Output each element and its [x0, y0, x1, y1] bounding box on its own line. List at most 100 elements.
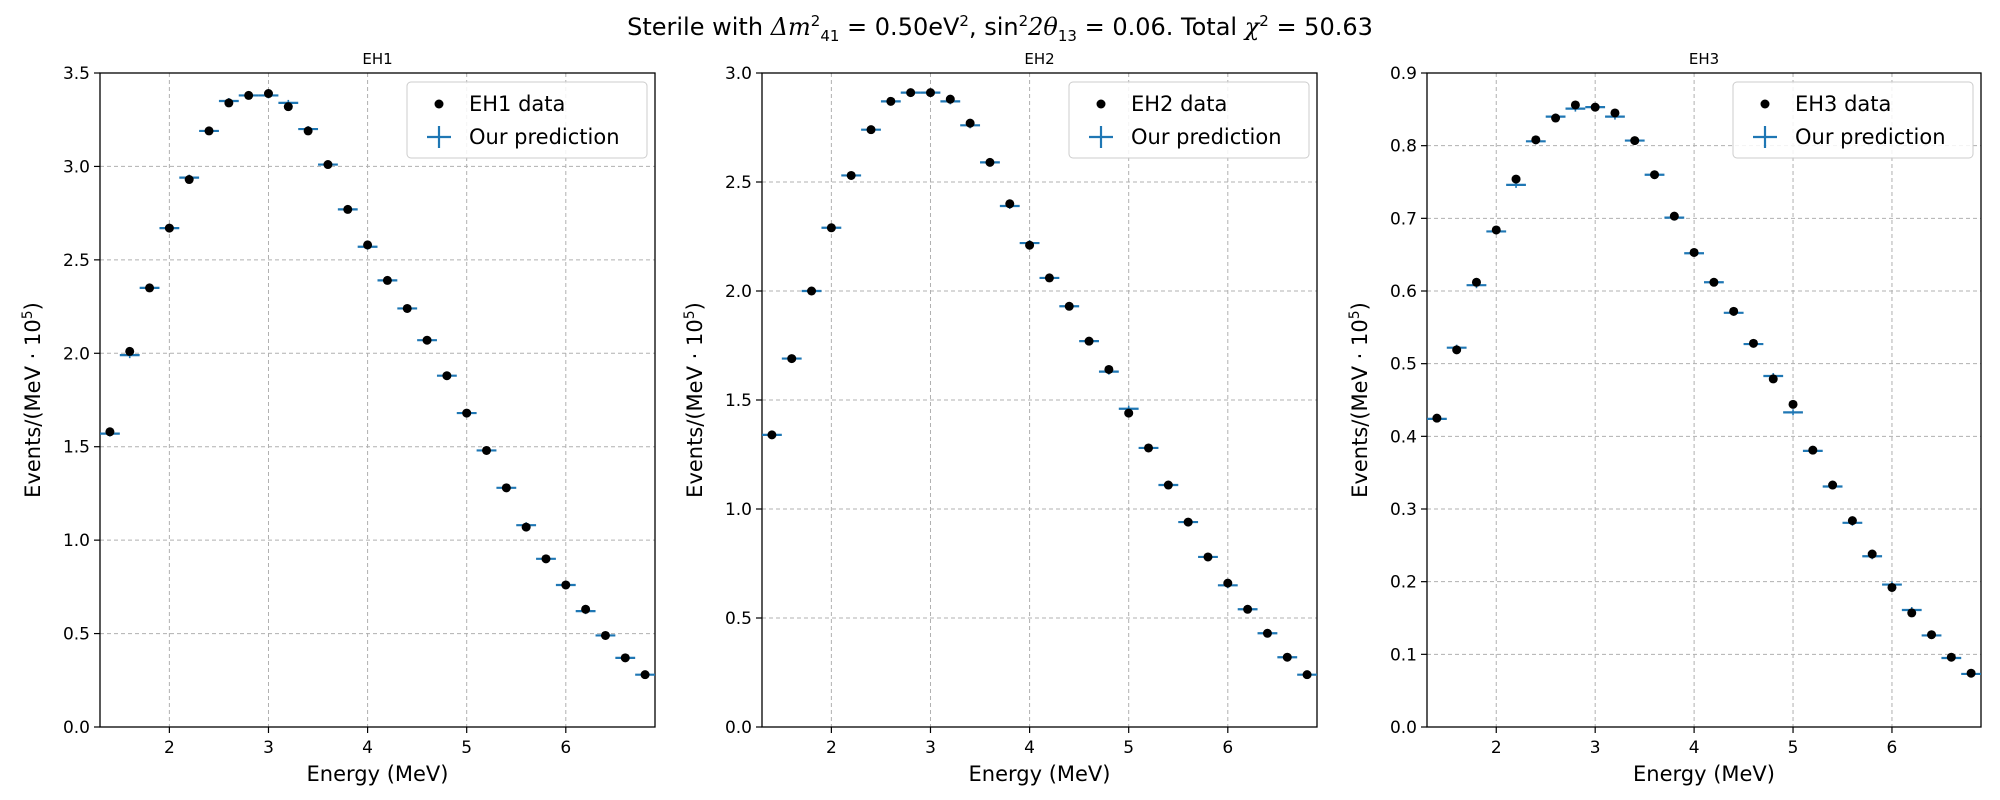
y-tick-label: 0.5 — [63, 625, 90, 645]
data-point — [482, 445, 492, 455]
data-point — [1223, 578, 1233, 588]
data-point — [1432, 413, 1442, 423]
data-point — [1828, 480, 1838, 490]
y-axis-label: Events/(MeV · 105) — [20, 302, 45, 498]
legend-data-label: EH2 data — [1131, 92, 1227, 116]
x-tick-label: 6 — [1222, 738, 1233, 758]
axes-frame — [1426, 72, 1982, 728]
data-point — [125, 346, 135, 356]
y-tick-label: 3.0 — [63, 157, 90, 177]
data-point — [363, 240, 373, 250]
figure-suptitle: Sterile with Δm241 = 0.50eV2, sin22θ13 =… — [0, 12, 2000, 45]
data-point — [501, 483, 511, 493]
data-point — [1867, 549, 1877, 559]
data-point — [1144, 443, 1154, 453]
x-tick-label: 3 — [263, 738, 274, 758]
data-point — [866, 125, 876, 135]
y-tick-label: 0.9 — [1390, 64, 1417, 84]
data-point — [1282, 652, 1292, 662]
legend-data-marker — [1760, 99, 1770, 109]
data-point — [1025, 240, 1035, 250]
data-point — [323, 160, 333, 170]
data-point — [1669, 211, 1679, 221]
data-point — [1491, 225, 1501, 235]
y-tick-label: 2.5 — [63, 251, 90, 271]
y-tick-label: 0.7 — [1390, 209, 1417, 229]
y-tick-label: 0.4 — [1390, 427, 1417, 447]
legend-prediction-label: Our prediction — [469, 125, 620, 149]
data-point — [807, 286, 817, 296]
data-point — [402, 303, 412, 313]
data-point — [521, 522, 531, 532]
y-tick-label: 3.0 — [725, 64, 752, 84]
y-tick-label: 0.5 — [725, 609, 752, 629]
data-point — [1163, 480, 1173, 490]
panel-title: EH1 — [362, 50, 392, 68]
y-tick-label: 2.5 — [725, 173, 752, 193]
suptitle-sin-text: , sin — [968, 13, 1019, 41]
data-point — [145, 283, 155, 293]
x-axis-label: Energy (MeV) — [1633, 762, 1775, 786]
chart-panel-eh1: 2 3 4 5 6 0.0 0.5 1.0 1.5 2.0 2.5 3.0 3.5 EH1 Energy (… — [20, 50, 656, 786]
y-axis-label: Events/(MeV · 105) — [1347, 302, 1372, 498]
data-point — [906, 88, 916, 98]
data-point — [965, 118, 975, 128]
data-point — [846, 170, 856, 180]
data-point — [886, 96, 896, 106]
y-axis-label: Events/(MeV · 105) — [682, 302, 707, 498]
data-point — [1471, 277, 1481, 287]
legend-data-marker — [1096, 99, 1106, 109]
legend-box — [1732, 81, 1974, 159]
data-point — [1768, 374, 1778, 384]
data-point — [303, 126, 313, 136]
legend-prediction-label: Our prediction — [1131, 125, 1282, 149]
chart-panel-eh3: 2 3 4 5 6 0.0 0.1 0.2 0.3 0.4 0.5 0.6 0.7 0.8 0.9 EH3 En… — [1347, 50, 1982, 786]
x-tick-label: 3 — [925, 738, 936, 758]
data-point — [1847, 516, 1857, 526]
x-tick-label: 5 — [461, 738, 472, 758]
legend-box — [406, 81, 648, 159]
legend-data-marker — [434, 99, 444, 109]
data-point — [1966, 668, 1976, 678]
y-tick-label: 0.8 — [1390, 137, 1417, 157]
data-point — [1262, 628, 1272, 638]
data-point — [204, 126, 214, 136]
y-tick-label: 0.5 — [1390, 355, 1417, 375]
x-tick-label: 6 — [1887, 738, 1898, 758]
panel-title: EH2 — [1024, 50, 1054, 68]
data-point — [1729, 306, 1739, 316]
data-point — [1511, 174, 1521, 184]
data-point — [787, 354, 797, 364]
legend-data-label: EH3 data — [1795, 92, 1891, 116]
x-tick-label: 4 — [1689, 738, 1700, 758]
data-point — [945, 94, 955, 104]
suptitle-theta-text: 2θ — [1028, 13, 1058, 41]
y-tick-label: 1.5 — [725, 391, 752, 411]
data-point — [1302, 670, 1312, 680]
data-point — [1709, 277, 1719, 287]
data-point — [541, 554, 551, 564]
y-tick-label: 0.0 — [63, 718, 90, 738]
data-point — [1531, 135, 1541, 145]
data-point — [1044, 273, 1054, 283]
y-tick-label: 0.3 — [1390, 500, 1417, 520]
x-tick-label: 2 — [1491, 738, 1502, 758]
x-tick-label: 5 — [1788, 738, 1799, 758]
data-point — [1570, 100, 1580, 110]
data-point — [1748, 338, 1758, 348]
data-point — [1689, 247, 1699, 257]
y-tick-label: 0.0 — [1390, 718, 1417, 738]
data-point — [105, 427, 115, 437]
data-point — [1551, 113, 1561, 123]
data-point — [640, 670, 650, 680]
data-point — [1005, 199, 1015, 209]
data-point — [1907, 608, 1917, 618]
data-point — [164, 223, 174, 233]
y-tick-label: 2.0 — [725, 282, 752, 302]
data-point — [224, 98, 234, 108]
y-tick-label: 0.0 — [725, 718, 752, 738]
data-point — [1610, 108, 1620, 118]
data-point — [581, 604, 591, 614]
suptitle-theta-value: = 0.06. Total — [1076, 13, 1245, 41]
